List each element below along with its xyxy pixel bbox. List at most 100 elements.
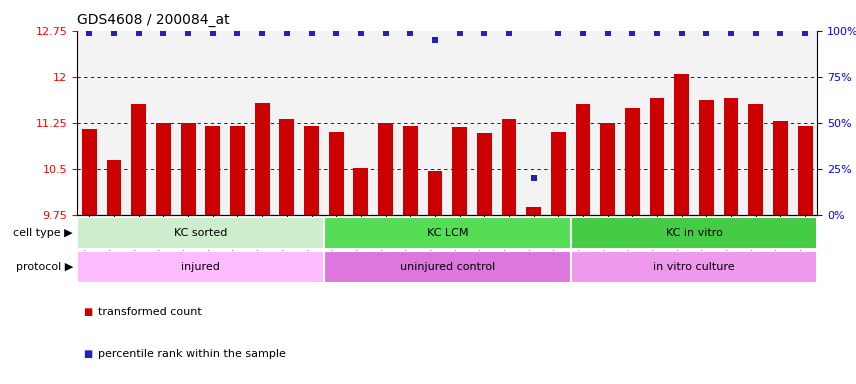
Bar [521,31,546,215]
Bar [102,31,127,215]
Text: injured: injured [181,262,220,272]
Bar [403,126,418,215]
Point [181,30,195,36]
Point [478,30,491,36]
Text: transformed count: transformed count [98,306,202,317]
Bar [645,31,669,215]
Bar [748,104,764,215]
Bar [773,121,788,215]
Point [675,30,688,36]
Text: GDS4608 / 200084_at: GDS4608 / 200084_at [77,13,229,27]
Text: ■: ■ [84,306,92,317]
Point [502,30,516,36]
Bar [230,126,245,215]
Point [601,30,615,36]
Bar [447,31,472,215]
Point [206,30,220,36]
Bar [225,31,250,215]
Point [428,37,442,43]
Bar [620,31,645,215]
Point [132,30,146,36]
Bar [546,31,571,215]
Bar [151,31,175,215]
Bar [354,168,368,215]
Bar [650,98,664,215]
Bar [77,251,324,283]
Bar [600,123,615,215]
Bar [82,129,97,215]
Bar [255,103,270,215]
Bar [699,100,714,215]
Point [255,30,269,36]
Bar [743,31,768,215]
Text: percentile rank within the sample: percentile rank within the sample [98,349,286,359]
Point [378,30,392,36]
Bar [798,126,812,215]
Point [724,30,738,36]
Bar [571,251,817,283]
Bar [275,31,300,215]
Bar [423,31,447,215]
Bar [156,123,171,215]
Bar [526,207,541,215]
Bar [719,31,743,215]
Bar [675,74,689,215]
Bar [200,31,225,215]
Point [774,30,788,36]
Bar [551,132,566,215]
Text: protocol ▶: protocol ▶ [15,262,73,272]
Point [157,30,170,36]
Text: ■: ■ [84,349,92,359]
Point [280,30,294,36]
Bar [324,217,571,249]
Text: uninjured control: uninjured control [400,262,495,272]
Bar [625,108,639,215]
Bar [793,31,817,215]
Point [230,30,244,36]
Bar [324,251,571,283]
Text: in vitro culture: in vitro culture [653,262,735,272]
Bar [175,31,200,215]
Point [749,30,763,36]
Bar [477,133,491,215]
Point [354,30,368,36]
Bar [378,123,393,215]
Bar [127,31,151,215]
Bar [250,31,275,215]
Point [699,30,713,36]
Bar [571,217,817,249]
Bar [329,132,343,215]
Point [305,30,318,36]
Point [551,30,565,36]
Bar [205,126,220,215]
Bar [373,31,398,215]
Bar [452,127,467,215]
Bar [181,123,195,215]
Point [626,30,639,36]
Text: cell type ▶: cell type ▶ [13,228,73,238]
Bar [107,160,122,215]
Bar [723,98,739,215]
Point [403,30,417,36]
Bar [596,31,620,215]
Point [651,30,664,36]
Bar [575,104,591,215]
Bar [768,31,793,215]
Bar [348,31,373,215]
Text: KC LCM: KC LCM [426,228,468,238]
Bar [77,217,324,249]
Point [453,30,467,36]
Bar [77,31,102,215]
Point [107,30,121,36]
Bar [694,31,719,215]
Bar [472,31,496,215]
Bar [669,31,694,215]
Text: KC sorted: KC sorted [174,228,227,238]
Point [526,175,540,181]
Bar [571,31,595,215]
Bar [304,126,319,215]
Bar [427,171,443,215]
Bar [496,31,521,215]
Bar [324,31,348,215]
Point [82,30,96,36]
